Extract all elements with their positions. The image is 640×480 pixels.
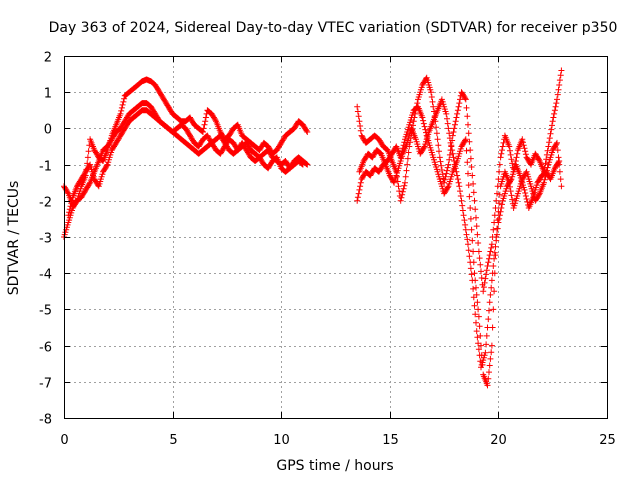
y-tick-label: -1 [39,160,52,175]
series-track-e [354,103,565,389]
y-tick-label: -7 [39,377,52,392]
axis-ticks [64,56,608,419]
data-series [61,67,565,389]
y-tick-label: -2 [39,196,52,211]
y-tick-label: -6 [39,341,52,356]
data-point-markers [354,103,565,389]
x-tick-label: 15 [382,433,399,448]
x-tick-label: 25 [599,433,616,448]
series-track-f [356,96,563,371]
chart-title: Day 363 of 2024, Sidereal Day-to-day VTE… [49,20,618,36]
grid-lines [64,56,607,418]
x-tick-labels: 0 5 10 15 20 25 [60,433,615,448]
data-point-markers [356,96,563,371]
x-tick-label: 10 [273,433,290,448]
x-tick-label: 0 [60,433,68,448]
x-tick-label: 5 [169,433,177,448]
y-tick-label: -5 [39,304,52,319]
y-tick-label: -8 [39,413,52,428]
y-tick-label: -4 [39,268,52,283]
data-point-markers [65,107,306,219]
x-axis-label: GPS time / hours [276,458,393,474]
x-tick-label: 20 [490,433,507,448]
y-tick-label: -3 [39,232,52,247]
data-point-markers [354,67,565,295]
y-axis-label: SDTVAR / TECUs [6,181,22,296]
series-track-d [354,67,565,295]
y-tick-labels: 2 1 0 -1 -2 -3 -4 -5 -6 -7 -8 [39,51,52,428]
y-tick-label: 2 [44,51,52,66]
series-track-c [65,107,306,219]
y-tick-label: 0 [44,123,52,138]
y-tick-label: 1 [44,87,52,102]
